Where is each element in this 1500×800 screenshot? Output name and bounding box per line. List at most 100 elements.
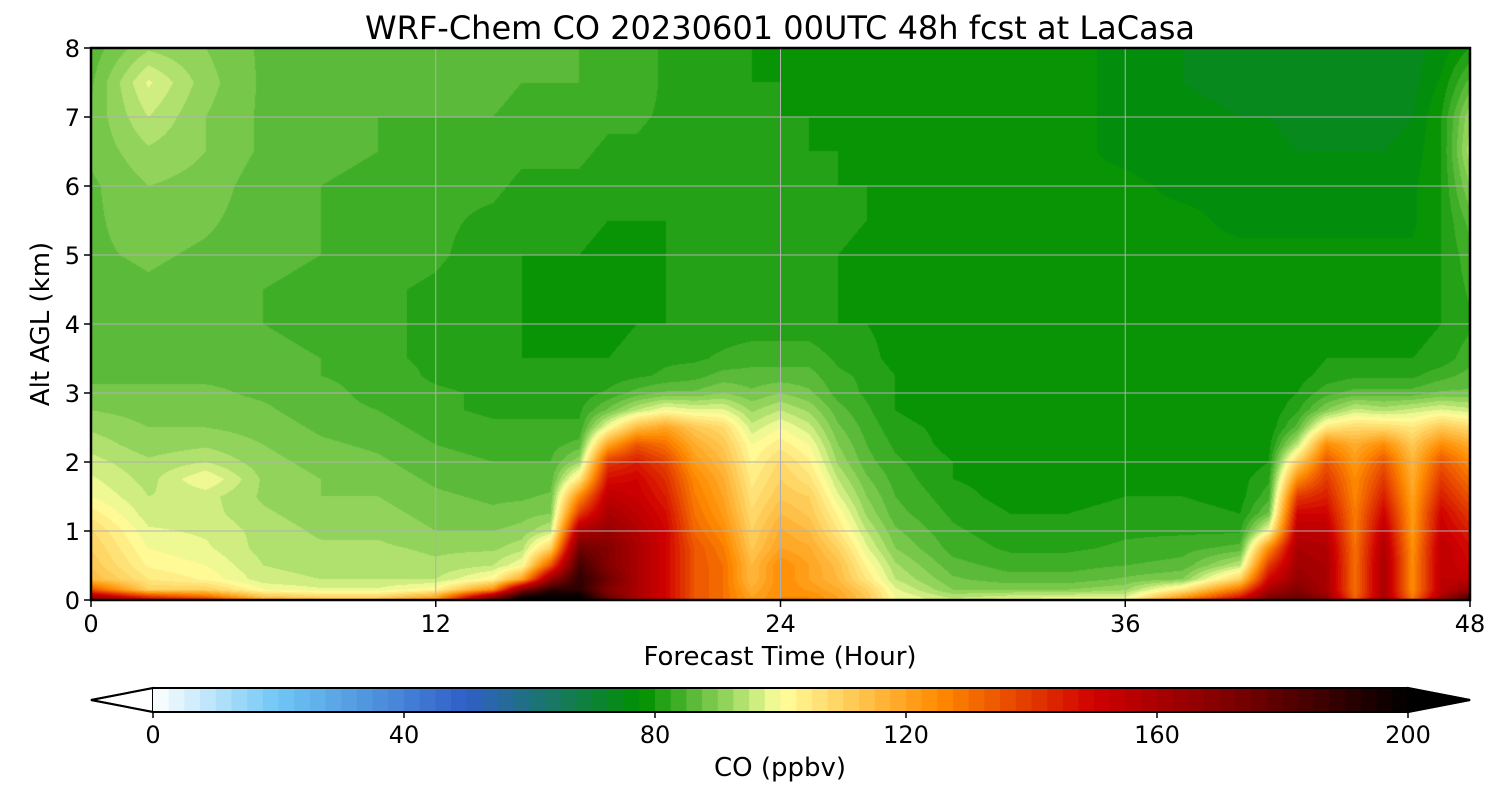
colorbar-level bbox=[702, 688, 719, 712]
colorbar-level bbox=[984, 688, 1001, 712]
x-tick-label: 48 bbox=[1455, 610, 1486, 638]
colorbar-level bbox=[858, 688, 876, 712]
colorbar-level bbox=[560, 688, 578, 712]
colorbar-tick-label: 0 bbox=[145, 721, 160, 749]
colorbar-level bbox=[419, 688, 436, 712]
y-axis-ticks: 0 1 2 3 4 5 6 7 8 bbox=[65, 35, 91, 615]
colorbar-ticks: 0 40 80 120 160 200 bbox=[145, 712, 1431, 749]
colorbar-level bbox=[435, 688, 452, 712]
y-tick-label: 0 bbox=[65, 587, 80, 615]
colorbar-level bbox=[1360, 688, 1378, 712]
colorbar-tick-label: 200 bbox=[1385, 721, 1431, 749]
colorbar-level bbox=[1298, 688, 1315, 712]
x-tick-label: 0 bbox=[83, 610, 98, 638]
colorbar-level bbox=[1125, 688, 1142, 712]
colorbar-level bbox=[1329, 688, 1346, 712]
colorbar-level bbox=[764, 688, 782, 712]
colorbar-level bbox=[576, 688, 593, 712]
colorbar: 0 40 80 120 160 200 CO (ppbv) bbox=[90, 686, 1471, 783]
colorbar-tick-label: 80 bbox=[640, 721, 671, 749]
colorbar-level bbox=[1376, 688, 1393, 712]
colorbar-level bbox=[372, 688, 389, 712]
colorbar-level bbox=[686, 688, 703, 712]
x-tick-label: 36 bbox=[1110, 610, 1141, 638]
colorbar-level bbox=[843, 688, 860, 712]
colorbar-level bbox=[811, 688, 829, 712]
colorbar-level bbox=[1062, 688, 1080, 712]
colorbar-level bbox=[482, 688, 499, 712]
colorbar-level bbox=[1031, 688, 1048, 712]
colorbar-level bbox=[294, 688, 311, 712]
colorbar-level bbox=[153, 688, 170, 712]
colorbar-level bbox=[937, 688, 954, 712]
colorbar-level bbox=[262, 688, 280, 712]
colorbar-level bbox=[184, 688, 201, 712]
colorbar-level bbox=[921, 688, 938, 712]
colorbar-tick-label: 120 bbox=[883, 721, 929, 749]
colorbar-level bbox=[1109, 688, 1127, 712]
colorbar-level bbox=[356, 688, 374, 712]
colorbar-level bbox=[670, 688, 687, 712]
colorbar-level bbox=[451, 688, 468, 712]
colorbar-level bbox=[1047, 688, 1064, 712]
colorbar-level bbox=[1251, 688, 1268, 712]
colorbar-level bbox=[1392, 688, 1409, 712]
colorbar-level bbox=[874, 688, 891, 712]
colorbar-level bbox=[1266, 688, 1284, 712]
colorbar-level bbox=[717, 688, 735, 712]
colorbar-level bbox=[1345, 688, 1362, 712]
colorbar-level bbox=[1219, 688, 1237, 712]
colorbar-level bbox=[1078, 688, 1095, 712]
colorbar-label: CO (ppbv) bbox=[714, 753, 846, 783]
colorbar-level bbox=[404, 688, 421, 712]
colorbar-level bbox=[796, 688, 813, 712]
colorbar-level bbox=[1015, 688, 1033, 712]
colorbar-level bbox=[498, 688, 515, 712]
colorbar-level bbox=[231, 688, 248, 712]
colorbar-level bbox=[906, 688, 923, 712]
x-axis-ticks: 0 12 24 36 48 bbox=[83, 600, 1485, 638]
colorbar-level bbox=[466, 688, 484, 712]
y-tick-label: 1 bbox=[65, 518, 80, 546]
colorbar-level bbox=[592, 688, 609, 712]
y-tick-label: 2 bbox=[65, 449, 80, 477]
x-tick-label: 24 bbox=[765, 610, 796, 638]
colorbar-level bbox=[623, 688, 640, 712]
colorbar-level bbox=[1157, 688, 1174, 712]
colorbar-color-blocks bbox=[153, 688, 1409, 712]
colorbar-over-arrow bbox=[1407, 686, 1471, 714]
colorbar-level bbox=[1094, 688, 1111, 712]
colorbar-level bbox=[200, 688, 217, 712]
colorbar-level bbox=[278, 688, 295, 712]
colorbar-level bbox=[607, 688, 625, 712]
x-tick-label: 12 bbox=[420, 610, 451, 638]
y-tick-label: 4 bbox=[65, 311, 80, 339]
y-tick-label: 6 bbox=[65, 173, 80, 201]
colorbar-level bbox=[890, 688, 907, 712]
y-axis-label: Alt AGL (km) bbox=[26, 242, 56, 406]
colorbar-level bbox=[513, 688, 531, 712]
colorbar-level bbox=[529, 688, 546, 712]
y-tick-label: 3 bbox=[65, 380, 80, 408]
colorbar-level bbox=[1282, 688, 1299, 712]
y-tick-label: 7 bbox=[65, 104, 80, 132]
colorbar-tick-label: 160 bbox=[1134, 721, 1180, 749]
colorbar-level bbox=[733, 688, 750, 712]
colorbar-level bbox=[1172, 688, 1189, 712]
colorbar-level bbox=[749, 688, 766, 712]
x-axis-label: Forecast Time (Hour) bbox=[643, 642, 916, 672]
colorbar-level bbox=[655, 688, 672, 712]
colorbar-level bbox=[325, 688, 342, 712]
colorbar-level bbox=[953, 688, 970, 712]
colorbar-level bbox=[780, 688, 797, 712]
colorbar-level bbox=[545, 688, 562, 712]
colorbar-level bbox=[1141, 688, 1158, 712]
colorbar-level bbox=[168, 688, 185, 712]
colorbar-level bbox=[968, 688, 986, 712]
colorbar-level bbox=[309, 688, 327, 712]
colorbar-level bbox=[1000, 688, 1017, 712]
colorbar-tick-label: 40 bbox=[389, 721, 420, 749]
colorbar-level bbox=[1235, 688, 1252, 712]
colorbar-level bbox=[388, 688, 405, 712]
